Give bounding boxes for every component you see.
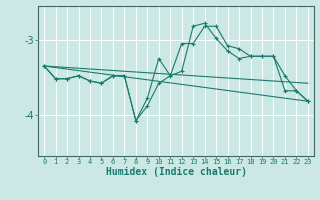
X-axis label: Humidex (Indice chaleur): Humidex (Indice chaleur) bbox=[106, 167, 246, 177]
